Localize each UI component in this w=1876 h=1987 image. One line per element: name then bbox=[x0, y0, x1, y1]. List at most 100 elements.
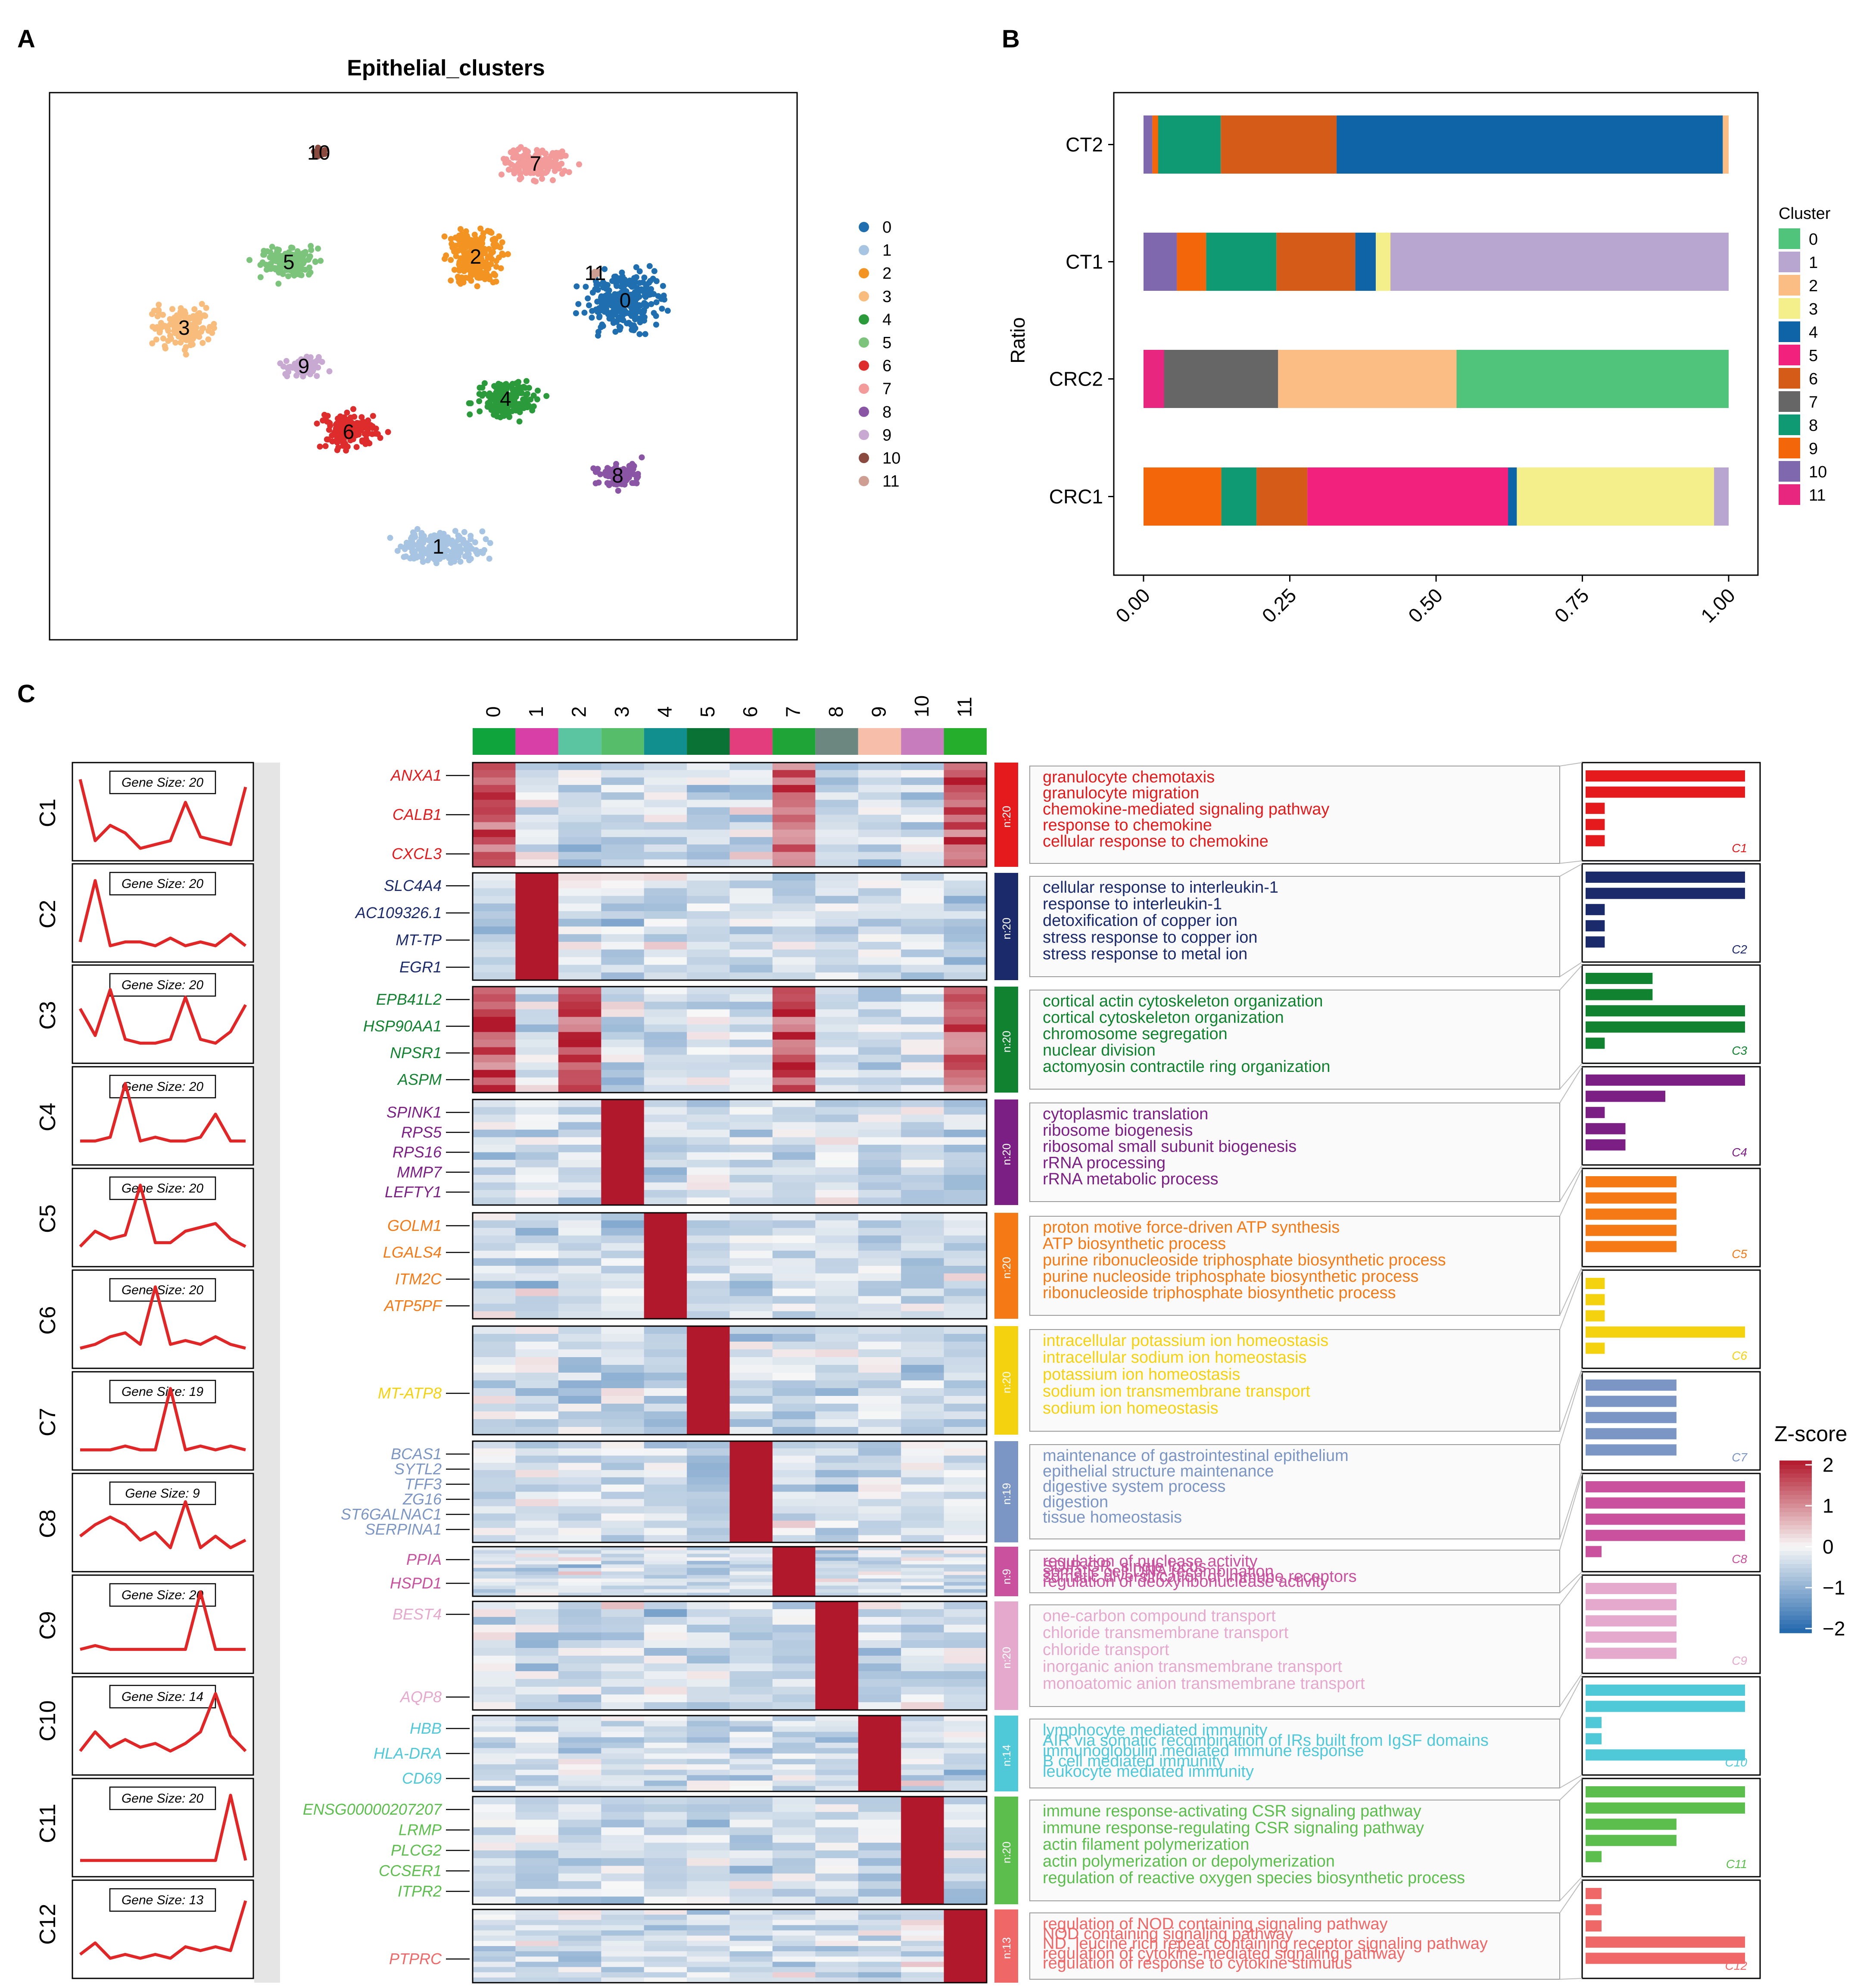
heatmap-cell bbox=[901, 1513, 944, 1521]
heatmap-cell bbox=[558, 1373, 601, 1381]
go-term: cortical cytoskeleton organization bbox=[1043, 1009, 1284, 1027]
umap-point bbox=[642, 291, 648, 297]
go-term: stress response to copper ion bbox=[1043, 928, 1258, 947]
heatmap-cell bbox=[858, 1930, 901, 1936]
heatmap-cell bbox=[644, 1866, 687, 1874]
heatmap-cell bbox=[772, 1764, 816, 1770]
enrichment-bar bbox=[1586, 920, 1605, 931]
enrichment-bar bbox=[1586, 1444, 1677, 1456]
heatmap-cell bbox=[558, 903, 601, 912]
heatmap-cell bbox=[558, 1889, 601, 1897]
heatmap-cell bbox=[687, 1742, 730, 1749]
heatmap-cell bbox=[601, 1721, 645, 1727]
heatmap-cell bbox=[815, 1737, 859, 1743]
heatmap-cell bbox=[558, 1070, 601, 1078]
heatmap-cell bbox=[944, 880, 987, 889]
heatmap-cell bbox=[901, 1535, 944, 1543]
heatmap-cell bbox=[729, 1470, 773, 1478]
heatmap-cell bbox=[815, 1303, 859, 1312]
heatmap-cell bbox=[858, 1396, 901, 1404]
heatmap-cell bbox=[687, 957, 730, 965]
heatmap-cell bbox=[687, 1342, 730, 1350]
heatmap-cell bbox=[601, 1835, 645, 1843]
connector bbox=[1559, 962, 1583, 977]
umap-point bbox=[636, 280, 643, 286]
heatmap-cell bbox=[601, 1589, 645, 1593]
bar-category-label: CRC2 bbox=[1049, 368, 1103, 390]
heatmap-cell bbox=[687, 1866, 730, 1874]
heatmap-cell bbox=[687, 1373, 730, 1381]
heatmap-cell bbox=[944, 1441, 987, 1449]
heatmap-cell bbox=[944, 1273, 987, 1281]
umap-point bbox=[492, 272, 499, 278]
umap-point bbox=[299, 266, 306, 273]
heatmap-cell bbox=[515, 1632, 559, 1641]
heatmap-block-frame bbox=[472, 872, 988, 981]
umap-point bbox=[334, 435, 340, 441]
heatmap-cell bbox=[601, 1477, 645, 1485]
heatmap-cell bbox=[515, 829, 559, 838]
heatmap-cell bbox=[644, 911, 687, 919]
enrichment-bar bbox=[1586, 1717, 1602, 1729]
heatmap-cell bbox=[473, 1578, 516, 1582]
heatmap-cell bbox=[687, 777, 730, 785]
heatmap-cell bbox=[601, 1571, 645, 1576]
umap-point bbox=[617, 306, 623, 313]
heatmap-cell bbox=[687, 1797, 730, 1805]
gene-label: ZG16 bbox=[402, 1490, 442, 1508]
heatmap-cell bbox=[729, 1915, 773, 1920]
heatmap-cell bbox=[772, 1419, 816, 1427]
bar-segment-cluster-6 bbox=[1256, 467, 1308, 526]
heatmap-cell bbox=[944, 1935, 987, 1941]
heatmap-cell bbox=[772, 1835, 816, 1843]
umap-point bbox=[485, 228, 491, 234]
heatmap-cell bbox=[772, 1843, 816, 1851]
heatmap-cell bbox=[944, 1373, 987, 1381]
umap-point bbox=[520, 162, 527, 169]
heatmap-cell bbox=[858, 965, 901, 973]
heatmap-cell bbox=[729, 888, 773, 896]
heatmap-cell bbox=[729, 1342, 773, 1350]
heatmap-cell bbox=[601, 1671, 645, 1679]
heatmap-cell bbox=[601, 1925, 645, 1931]
colorbar-step bbox=[1779, 1478, 1812, 1482]
heatmap-cell bbox=[687, 1243, 730, 1251]
heatmap-cell bbox=[729, 1303, 773, 1312]
heatmap-cell bbox=[644, 770, 687, 778]
umap-point bbox=[463, 244, 469, 250]
heatmap-cell bbox=[644, 1427, 687, 1435]
umap-point bbox=[631, 322, 637, 329]
umap-legend-key bbox=[859, 291, 869, 302]
heatmap-cell bbox=[772, 1441, 816, 1449]
heatmap-cell bbox=[515, 1601, 559, 1610]
heatmap-cell bbox=[858, 1160, 901, 1168]
umap-point bbox=[651, 268, 658, 274]
bar-legend-label: 10 bbox=[1809, 463, 1827, 481]
heatmap-cell bbox=[687, 1648, 730, 1656]
enrichment-bar bbox=[1586, 1685, 1745, 1696]
heatmap-cell bbox=[601, 1578, 645, 1582]
heatmap-cell bbox=[644, 1448, 687, 1456]
heatmap-cell bbox=[858, 1617, 901, 1625]
umap-point bbox=[550, 177, 556, 184]
heatmap-cell bbox=[473, 1585, 516, 1590]
heatmap-cell bbox=[815, 1484, 859, 1492]
umap-point bbox=[385, 429, 391, 435]
heatmap-cell bbox=[944, 1748, 987, 1754]
module-n-label: n:20 bbox=[1000, 1257, 1013, 1279]
heatmap-cell bbox=[901, 1554, 944, 1558]
heatmap-cell bbox=[473, 763, 516, 770]
colorbar-step bbox=[1779, 1538, 1812, 1543]
profile-line bbox=[79, 1183, 246, 1248]
heatmap-cell bbox=[858, 1625, 901, 1633]
heatmap-cell bbox=[901, 1640, 944, 1648]
heatmap-cell bbox=[644, 1365, 687, 1373]
heatmap-cell bbox=[687, 1197, 730, 1205]
heatmap-cell bbox=[944, 1258, 987, 1266]
heatmap-cell bbox=[644, 1197, 687, 1205]
colorbar-step bbox=[1779, 1598, 1812, 1603]
heatmap-cell bbox=[473, 1940, 516, 1947]
heatmap-cell bbox=[558, 1935, 601, 1941]
bar-legend-key bbox=[1779, 252, 1800, 272]
